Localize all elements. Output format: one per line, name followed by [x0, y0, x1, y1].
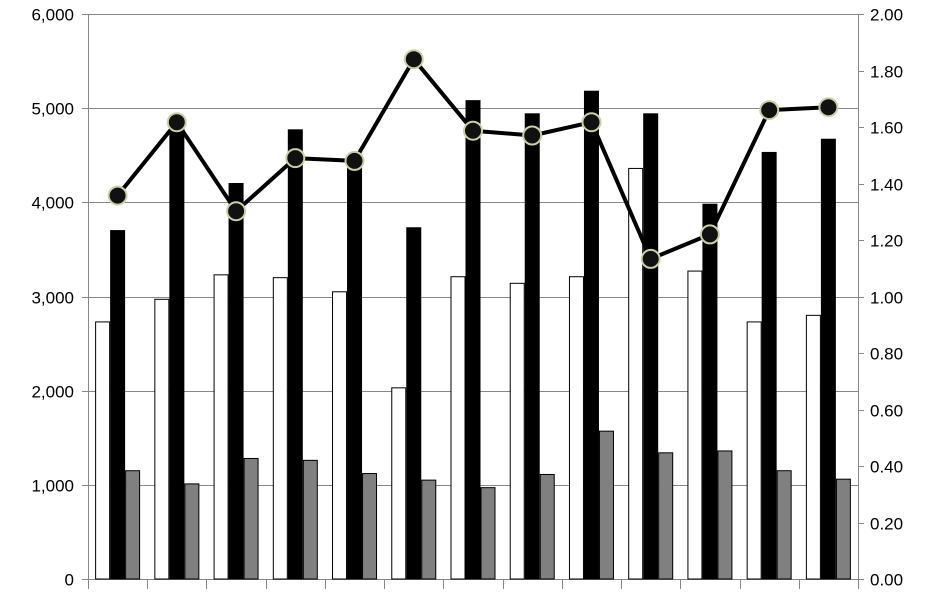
ratio-line-marker [403, 49, 424, 70]
right-tick-label: 0.60 [870, 402, 903, 421]
bar-series-black-bar [347, 164, 363, 580]
ratio-line-marker [522, 125, 543, 146]
ratio-line-marker [226, 201, 247, 222]
bar-series-black-bar [169, 121, 185, 580]
bar-series-white-bar [568, 276, 584, 580]
ratio-line-marker [699, 224, 720, 245]
left-tick-label: 3,000 [31, 289, 74, 308]
bar-series-white-bar [687, 270, 703, 580]
left-tick-label: 0 [65, 571, 74, 590]
bar-series-black-bar [643, 113, 659, 580]
ratio-line-marker [818, 97, 839, 118]
bar-series-white-bar [450, 276, 466, 580]
bar-series-white-bar [154, 298, 170, 580]
right-tick-label: 2.00 [870, 6, 903, 25]
bar-series-white-bar [213, 274, 229, 580]
ratio-line-marker [166, 112, 187, 133]
bar-series-white-bar [95, 321, 111, 580]
bar-series-white-bar [509, 282, 525, 580]
left-tick-label: 4,000 [31, 194, 74, 213]
right-tick-label: 0.00 [870, 571, 903, 590]
ratio-line-marker [581, 112, 602, 133]
bar-series-gray-bar [125, 470, 141, 580]
bar-series-white-bar [332, 291, 348, 580]
ratio-line-marker [285, 148, 306, 169]
ratio-line-marker [640, 248, 661, 269]
ratio-line-marker [759, 100, 780, 121]
bar-series-black-bar [287, 129, 303, 580]
bar-series-gray-bar [539, 473, 555, 580]
bar-series-gray-bar [421, 479, 437, 580]
bar-series-black-bar [761, 151, 777, 580]
right-tick-label: 0.40 [870, 458, 903, 477]
right-tick-label: 1.20 [870, 232, 903, 251]
bar-series-gray-bar [658, 452, 674, 580]
bar-series-black-bar [702, 203, 718, 580]
bar-series-gray-bar [362, 473, 378, 580]
bar-series-black-bar [228, 183, 244, 580]
left-tick-label: 2,000 [31, 383, 74, 402]
bar-series-gray-bar [302, 459, 318, 580]
left-tick-label: 6,000 [31, 6, 74, 25]
bar-series-white-bar [628, 167, 644, 580]
right-tick-label: 1.60 [870, 119, 903, 138]
bar-series-gray-bar [717, 450, 733, 580]
right-tick-label: 1.40 [870, 176, 903, 195]
right-tick-label: 1.80 [870, 63, 903, 82]
right-tick-label: 0.20 [870, 515, 903, 534]
bar-series-gray-bar [776, 470, 792, 580]
ratio-line-marker [344, 150, 365, 171]
left-tick-label: 1,000 [31, 477, 74, 496]
bar-series-gray-bar [835, 478, 851, 580]
bar-series-gray-bar [480, 487, 496, 580]
ratio-line-marker [107, 185, 128, 206]
bar-series-white-bar [272, 277, 288, 580]
bar-series-black-bar [110, 230, 126, 580]
bar-series-black-bar [524, 113, 540, 580]
left-tick-label: 5,000 [31, 100, 74, 119]
bar-series-white-bar [391, 387, 407, 580]
bar-series-white-bar [805, 314, 821, 580]
ratio-line-series [107, 49, 839, 269]
bar-series-gray-bar [598, 430, 614, 580]
bar-series-gray-bar [184, 483, 200, 580]
bars [95, 90, 851, 580]
bar-series-black-bar [465, 100, 481, 580]
right-tick-label: 1.00 [870, 289, 903, 308]
bar-series-white-bar [746, 321, 762, 580]
bar-series-black-bar [820, 138, 836, 580]
bar-series-black-bar [583, 90, 599, 580]
bar-series-gray-bar [243, 457, 259, 580]
ratio-line-marker [463, 120, 483, 141]
right-tick-label: 0.80 [870, 345, 903, 364]
left-axis-tick-labels: 0 1,000 2,000 3,000 4,000 5,000 6,000 [31, 6, 74, 590]
right-axis-tick-labels: 0.00 0.20 0.40 0.60 0.80 1.00 1.20 1.40 1.60 1.80… [870, 6, 903, 590]
bar-series-black-bar [406, 227, 422, 580]
